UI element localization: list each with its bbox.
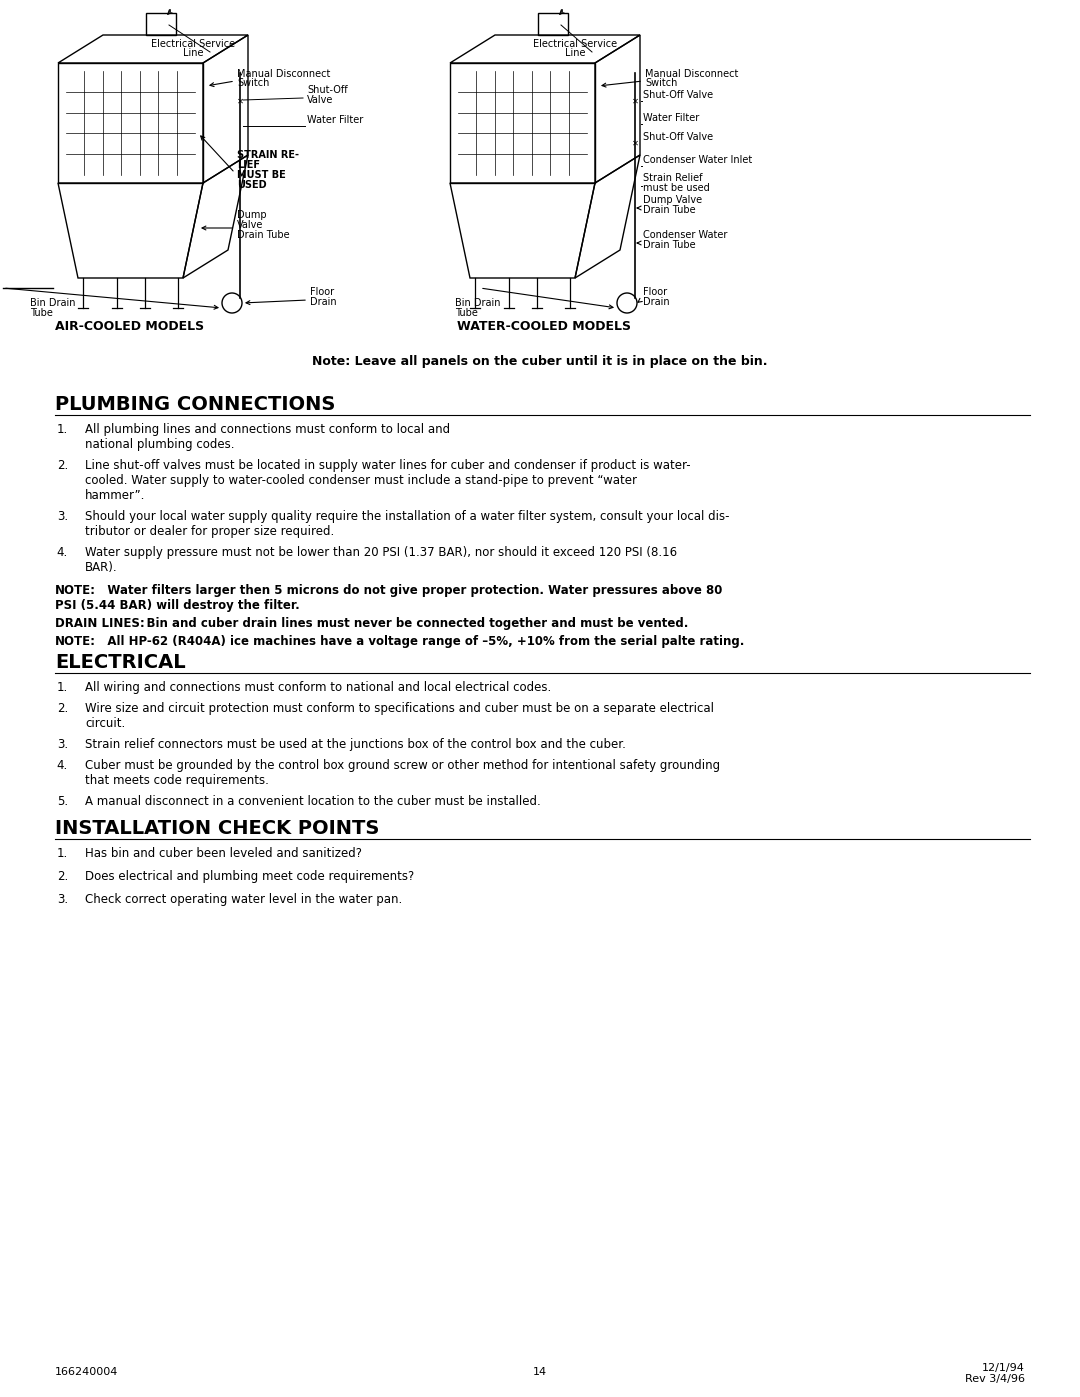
Text: PSI (5.44 BAR) will destroy the filter.: PSI (5.44 BAR) will destroy the filter.	[55, 599, 300, 612]
Text: NOTE:: NOTE:	[55, 636, 96, 648]
Text: Line: Line	[183, 47, 203, 59]
Text: 3.: 3.	[57, 738, 68, 752]
Text: A manual disconnect in a convenient location to the cuber must be installed.: A manual disconnect in a convenient loca…	[85, 795, 541, 807]
Text: Has bin and cuber been leveled and sanitized?: Has bin and cuber been leveled and sanit…	[85, 847, 362, 861]
Text: that meets code requirements.: that meets code requirements.	[85, 774, 269, 787]
Text: cooled. Water supply to water-cooled condenser must include a stand-pipe to prev: cooled. Water supply to water-cooled con…	[85, 474, 637, 488]
Text: Bin Drain: Bin Drain	[30, 298, 76, 307]
Text: Cuber must be grounded by the control box ground screw or other method for inten: Cuber must be grounded by the control bo…	[85, 759, 720, 773]
Text: Drain Tube: Drain Tube	[643, 205, 696, 215]
Text: must be used: must be used	[643, 183, 710, 193]
Text: tributor or dealer for proper size required.: tributor or dealer for proper size requi…	[85, 525, 334, 538]
Text: Wire size and circuit protection must conform to specifications and cuber must b: Wire size and circuit protection must co…	[85, 703, 714, 715]
Text: Floor: Floor	[643, 286, 667, 298]
Text: Shut-Off Valve: Shut-Off Valve	[643, 89, 713, 101]
Text: Drain: Drain	[643, 298, 670, 307]
Text: 2.: 2.	[57, 870, 68, 883]
Text: ✕: ✕	[237, 96, 243, 106]
Text: PLUMBING CONNECTIONS: PLUMBING CONNECTIONS	[55, 395, 336, 414]
Text: 166240004: 166240004	[55, 1368, 119, 1377]
Text: NOTE:: NOTE:	[55, 584, 96, 597]
Text: Drain Tube: Drain Tube	[643, 240, 696, 250]
Text: Switch: Switch	[237, 78, 269, 88]
Text: ✕: ✕	[632, 96, 638, 106]
Text: USED: USED	[237, 180, 267, 190]
Text: Condenser Water Inlet: Condenser Water Inlet	[643, 155, 753, 165]
Text: WATER-COOLED MODELS: WATER-COOLED MODELS	[457, 320, 631, 332]
Text: Strain relief connectors must be used at the junctions box of the control box an: Strain relief connectors must be used at…	[85, 738, 626, 752]
Text: Drain Tube: Drain Tube	[237, 231, 289, 240]
Text: ELECTRICAL: ELECTRICAL	[55, 652, 186, 672]
Text: Check correct operating water level in the water pan.: Check correct operating water level in t…	[85, 893, 402, 907]
Text: Condenser Water: Condenser Water	[643, 231, 727, 240]
Text: Line: Line	[565, 47, 585, 59]
Text: 2.: 2.	[57, 703, 68, 715]
Text: 14: 14	[532, 1368, 548, 1377]
Text: Floor: Floor	[310, 286, 334, 298]
Text: INSTALLATION CHECK POINTS: INSTALLATION CHECK POINTS	[55, 819, 379, 838]
Text: Dump Valve: Dump Valve	[643, 196, 702, 205]
Text: All plumbing lines and connections must conform to local and: All plumbing lines and connections must …	[85, 423, 450, 436]
Text: Electrical Service: Electrical Service	[151, 39, 235, 49]
Text: 4.: 4.	[57, 546, 68, 559]
Text: Line shut-off valves must be located in supply water lines for cuber and condens: Line shut-off valves must be located in …	[85, 460, 690, 472]
Text: Does electrical and plumbing meet code requirements?: Does electrical and plumbing meet code r…	[85, 870, 415, 883]
Text: Switch: Switch	[645, 78, 677, 88]
Text: Bin and cuber drain lines must never be connected together and must be vented.: Bin and cuber drain lines must never be …	[130, 617, 688, 630]
Text: ✕: ✕	[632, 138, 638, 148]
Text: Shut-Off: Shut-Off	[307, 85, 348, 95]
Text: Tube: Tube	[30, 307, 53, 319]
Text: Water supply pressure must not be lower than 20 PSI (1.37 BAR), nor should it ex: Water supply pressure must not be lower …	[85, 546, 677, 559]
Text: Tube: Tube	[455, 307, 477, 319]
Text: All HP-62 (R404A) ice machines have a voltage range of –5%, +10% from the serial: All HP-62 (R404A) ice machines have a vo…	[95, 636, 744, 648]
Text: Rev 3/4/96: Rev 3/4/96	[966, 1375, 1025, 1384]
Text: 1.: 1.	[57, 680, 68, 694]
Text: hammer”.: hammer”.	[85, 489, 146, 502]
Text: Drain: Drain	[310, 298, 337, 307]
Text: Strain Relief: Strain Relief	[643, 173, 702, 183]
Text: 1.: 1.	[57, 423, 68, 436]
Text: Water filters larger then 5 microns do not give proper protection. Water pressur: Water filters larger then 5 microns do n…	[95, 584, 723, 597]
Text: LIEF: LIEF	[237, 161, 260, 170]
Text: Valve: Valve	[307, 95, 334, 105]
Text: 1.: 1.	[57, 847, 68, 861]
Text: 3.: 3.	[57, 510, 68, 522]
Text: Electrical Service: Electrical Service	[532, 39, 617, 49]
Text: Note: Leave all panels on the cuber until it is in place on the bin.: Note: Leave all panels on the cuber unti…	[312, 355, 768, 367]
Text: 12/1/94: 12/1/94	[982, 1363, 1025, 1373]
Text: AIR-COOLED MODELS: AIR-COOLED MODELS	[55, 320, 204, 332]
Text: Shut-Off Valve: Shut-Off Valve	[643, 131, 713, 142]
Text: Should your local water supply quality require the installation of a water filte: Should your local water supply quality r…	[85, 510, 729, 522]
Text: 3.: 3.	[57, 893, 68, 907]
Text: 4.: 4.	[57, 759, 68, 773]
Text: 5.: 5.	[57, 795, 68, 807]
Text: Bin Drain: Bin Drain	[455, 298, 500, 307]
Text: 2.: 2.	[57, 460, 68, 472]
Text: Water Filter: Water Filter	[643, 113, 699, 123]
Text: Dump: Dump	[237, 210, 267, 219]
Text: national plumbing codes.: national plumbing codes.	[85, 439, 234, 451]
Text: circuit.: circuit.	[85, 717, 125, 731]
Text: STRAIN RE-: STRAIN RE-	[237, 149, 299, 161]
Text: Water Filter: Water Filter	[307, 115, 363, 124]
Text: Manual Disconnect: Manual Disconnect	[645, 68, 739, 80]
Text: BAR).: BAR).	[85, 562, 118, 574]
Text: Manual Disconnect: Manual Disconnect	[237, 68, 330, 80]
Text: DRAIN LINES:: DRAIN LINES:	[55, 617, 145, 630]
Text: All wiring and connections must conform to national and local electrical codes.: All wiring and connections must conform …	[85, 680, 551, 694]
Text: MUST BE: MUST BE	[237, 170, 286, 180]
Text: Valve: Valve	[237, 219, 264, 231]
